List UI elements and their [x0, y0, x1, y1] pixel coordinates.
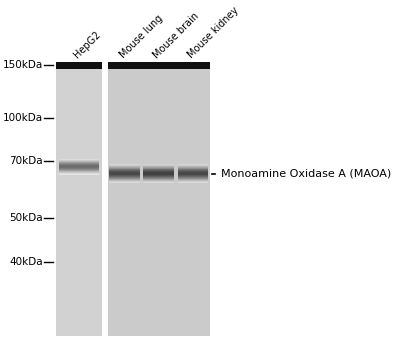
Bar — [108, 62, 210, 336]
Text: HepG2: HepG2 — [72, 29, 102, 60]
Text: Mouse brain: Mouse brain — [152, 10, 201, 60]
Text: Mouse kidney: Mouse kidney — [186, 5, 240, 60]
Bar — [56, 62, 102, 69]
Text: 100kDa: 100kDa — [3, 113, 43, 123]
Text: 50kDa: 50kDa — [9, 213, 43, 223]
Text: Monoamine Oxidase A (MAOA): Monoamine Oxidase A (MAOA) — [222, 169, 392, 178]
Text: 40kDa: 40kDa — [9, 257, 43, 267]
Text: 70kDa: 70kDa — [9, 156, 43, 166]
Bar — [56, 62, 102, 336]
Bar — [108, 62, 210, 69]
Text: 150kDa: 150kDa — [2, 60, 43, 70]
Bar — [102, 62, 108, 336]
Text: Mouse lung: Mouse lung — [118, 13, 164, 60]
